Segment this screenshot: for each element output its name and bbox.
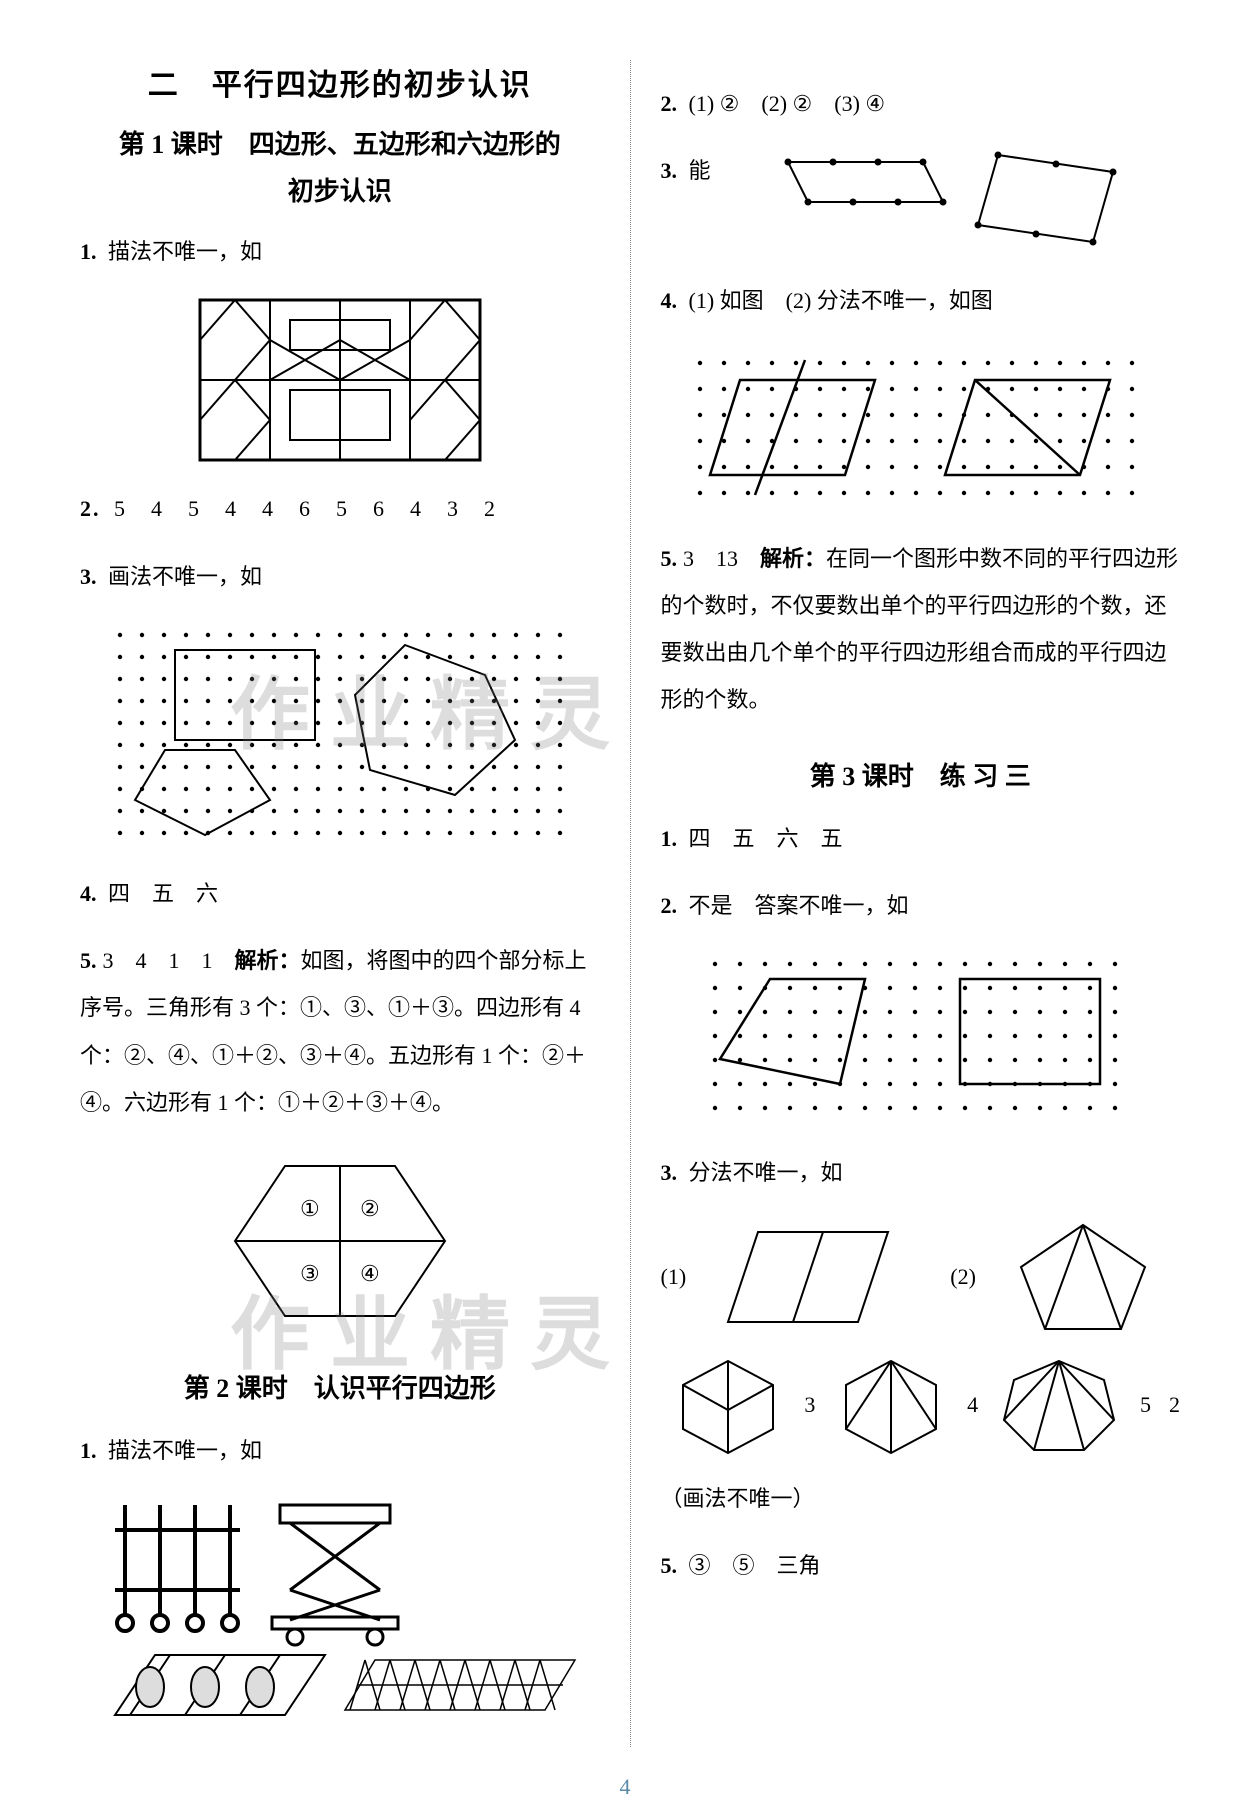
- page-number: 4: [0, 1774, 1250, 1800]
- analysis-label: 解析：: [235, 948, 301, 973]
- l3-q4-paren: （画法不唯一）: [661, 1475, 1181, 1522]
- dot-parallelogram-splits: (function(){ var svg=document.currentScr…: [661, 345, 1181, 515]
- q-text: 描法不唯一，如: [108, 239, 262, 264]
- r-q4: 4. (1) 如图 (2) 分法不唯一，如图: [661, 277, 1181, 324]
- hex-label-3: ③: [300, 1261, 320, 1286]
- q-text: 5 4 5 4 4 6 5 6 4 3 2: [114, 496, 497, 521]
- heptagon-fan-icon: [999, 1355, 1119, 1455]
- count-5: 5: [1140, 1392, 1151, 1418]
- r-q2: 2. (1) ② (2) ② (3) ④: [661, 80, 1181, 127]
- q-number: 1.: [80, 239, 97, 264]
- l3-q5: 5. ③ ⑤ 三角: [661, 1542, 1181, 1589]
- q-text: ③ ⑤ 三角: [689, 1553, 821, 1578]
- l2-q1: 1. 描法不唯一，如: [80, 1427, 600, 1474]
- q-number: 4.: [80, 881, 97, 906]
- count-4: 4: [967, 1392, 978, 1418]
- l3-q3: 3. 分法不唯一，如: [661, 1149, 1181, 1196]
- lesson1-title-line1: 第 1 课时 四边形、五边形和六边形的: [119, 130, 561, 159]
- hexagon-split-icon: [673, 1355, 783, 1455]
- q-text: (1) ② (2) ② (3) ④: [689, 91, 886, 116]
- q-text: 能: [689, 158, 711, 183]
- r-q5: 5.3 13 解析：在同一个图形中数不同的平行四边形的个数时，不仅要数出单个的平…: [661, 535, 1181, 724]
- q-text: 不是 答案不唯一，如: [689, 893, 909, 918]
- hexagon-labeled-diagram: ① ② ③ ④: [80, 1146, 600, 1336]
- q5-nums: 3 4 1 1: [103, 948, 235, 973]
- q-number: 2.: [661, 91, 678, 116]
- r-q3: 3. 能 (function(){ var svg=document.curre…: [661, 147, 1181, 257]
- parallelogram-dot-shapes: [768, 147, 1138, 257]
- q-text: (1) 如图 (2) 分法不唯一，如图: [689, 288, 993, 313]
- l3-q1: 1. 四 五 六 五: [661, 815, 1181, 862]
- count-3: 3: [804, 1392, 815, 1418]
- l1-q3: 3. 画法不唯一，如: [80, 553, 600, 600]
- l1-q2: 2. 5 4 5 4 4 6 5 6 4 3 2: [80, 485, 600, 532]
- q-text: 四 五 六: [108, 881, 218, 906]
- l3-q4-figs: 3 4 5 2: [661, 1355, 1181, 1455]
- q-number: 1.: [80, 1438, 97, 1463]
- q-number: 2.: [80, 496, 101, 521]
- paren-2: (2): [950, 1264, 976, 1290]
- q-text: 画法不唯一，如: [108, 564, 262, 589]
- q-number: 3.: [661, 158, 678, 183]
- q-number: 5.: [80, 948, 97, 973]
- lesson1-title: 第 1 课时 四边形、五边形和六边形的 初步认识: [80, 124, 600, 208]
- q5-nums: 3 13: [683, 546, 760, 571]
- lesson3-title: 第 3 课时 练 习 三: [661, 756, 1181, 793]
- lesson1-title-line2: 初步认识: [80, 171, 600, 208]
- hexagon-split2-icon: [836, 1355, 946, 1455]
- q-number: 3.: [661, 1160, 678, 1185]
- q-number: 5.: [661, 1553, 678, 1578]
- lesson2-title: 第 2 课时 认识平行四边形: [80, 1368, 600, 1405]
- l1-q5: 5.3 4 1 1 解析：如图，将图中的四个部分标上序号。三角形有 3 个：①、…: [80, 937, 600, 1126]
- right-column: 2. (1) ② (2) ② (3) ④ 3. 能 (function(){ v…: [630, 60, 1181, 1747]
- hex-label-2: ②: [360, 1196, 380, 1221]
- l3-q3-figs: (1) (2): [661, 1217, 1181, 1337]
- q-number: 2.: [661, 893, 678, 918]
- dot-quads-l3q2: (function(){ var svg=document.currentScr…: [661, 949, 1181, 1129]
- q-text: 分法不唯一，如: [689, 1160, 843, 1185]
- q-number: 1.: [661, 826, 678, 851]
- q-number: 5.: [661, 546, 678, 571]
- q-text: 描法不唯一，如: [108, 1438, 262, 1463]
- pentagon-icon: [1013, 1217, 1153, 1337]
- hex-label-1: ①: [300, 1196, 320, 1221]
- l1-q1: 1. 描法不唯一，如: [80, 228, 600, 275]
- l1-q4: 4. 四 五 六: [80, 870, 600, 917]
- q-text: 四 五 六 五: [689, 826, 843, 851]
- dot-grid-polygons: (function(){ var svg=document.currentScr…: [80, 620, 600, 850]
- left-column: 二 平行四边形的初步认识 第 1 课时 四边形、五边形和六边形的 初步认识 1.…: [80, 60, 630, 1747]
- count-2: 2: [1169, 1392, 1180, 1418]
- l3-q2: 2. 不是 答案不唯一，如: [661, 882, 1181, 929]
- analysis-label: 解析：: [760, 546, 826, 571]
- two-column-layout: 二 平行四边形的初步认识 第 1 课时 四边形、五边形和六边形的 初步认识 1.…: [80, 60, 1180, 1747]
- parallelogram-split-icon: [723, 1222, 893, 1332]
- q-number: 4.: [661, 288, 678, 313]
- hex-label-4: ④: [360, 1261, 380, 1286]
- q5-body: 如图，将图中的四个部分标上序号。三角形有 3 个：①、③、①＋③。四边形有 4 …: [80, 948, 587, 1115]
- chapter-title: 二 平行四边形的初步认识: [80, 60, 600, 104]
- pattern-diagram: [80, 295, 600, 465]
- paren-1: (1): [661, 1264, 687, 1290]
- paren-note: （画法不唯一）: [661, 1486, 815, 1511]
- q-number: 3.: [80, 564, 97, 589]
- scene-diagrams: (function(){ var svg=document.currentScr…: [80, 1495, 600, 1735]
